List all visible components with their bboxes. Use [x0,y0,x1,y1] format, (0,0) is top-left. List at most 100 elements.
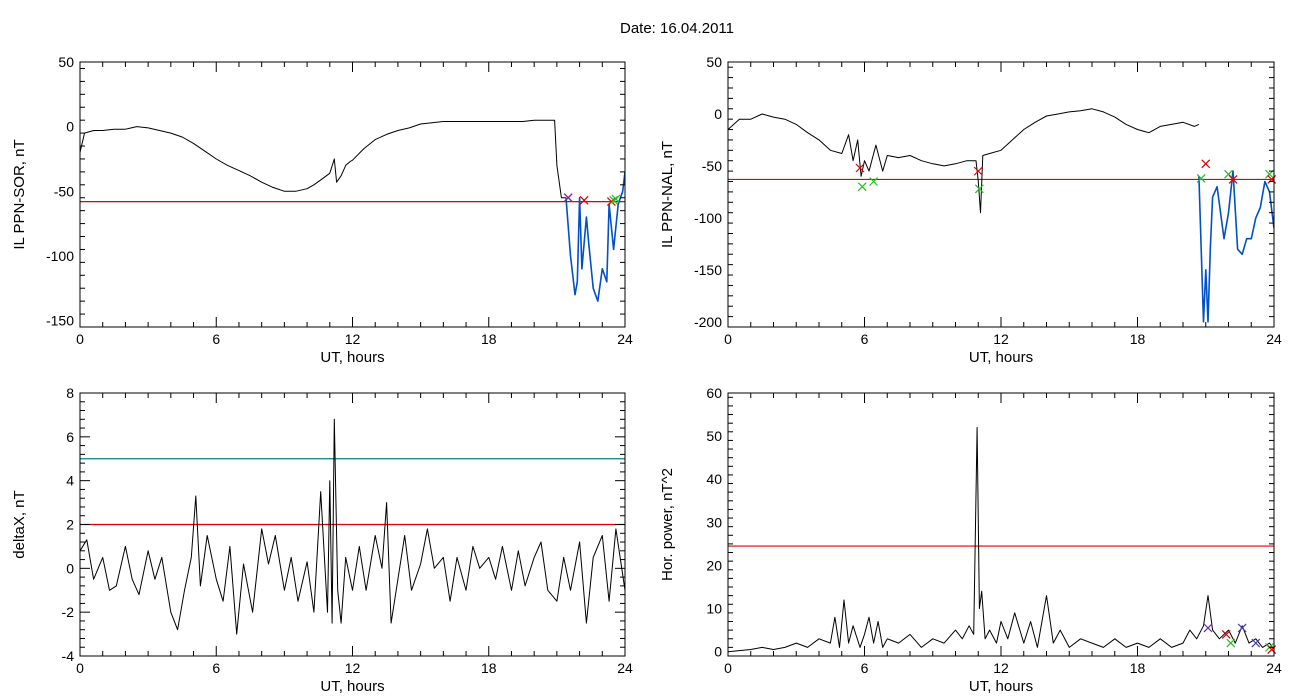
series-line-0 [728,108,1200,214]
y-tick-label: -4 [62,648,75,664]
y-tick-label: 50 [706,428,722,444]
y-tick-label: 50 [706,54,722,70]
y-axis-label: IL PPN-NAL, nT [659,141,676,248]
x-marker-3 [606,197,616,207]
x-tick-label: 24 [617,660,633,676]
y-tick-label: 0 [66,119,74,135]
x-marker-3 [1237,623,1247,633]
x-tick-label: 12 [345,331,361,347]
chart-p4: 0 6 12 18 24 0 10 20 30 40 50 60 UT, hours Hor. power… [659,385,1282,695]
y-tick-label: 50 [58,54,74,70]
x-tick-label: 24 [1266,660,1282,676]
series-line-1 [1198,170,1274,323]
x-marker-stroke [563,193,573,203]
series-line-0 [728,427,1274,653]
x-marker-stroke [1203,623,1213,633]
y-tick-label: -50 [54,183,74,199]
plot-frame [727,61,1275,328]
x-marker-stroke [1196,173,1206,183]
x-marker-4 [1251,638,1261,648]
x-axis-label: UT, hours [969,349,1033,366]
y-tick-label: 0 [714,106,722,122]
chart-p1: 0 6 12 18 24 -150 -100 -50 0 50 UT, hours IL PPN-SO… [11,54,633,366]
x-marker-5 [611,194,621,204]
x-tick-label: 12 [993,331,1009,347]
x-marker-5 [1196,173,1206,183]
x-tick-label: 6 [212,660,220,676]
x-marker-1 [1221,630,1231,639]
x-marker-3 [973,166,983,176]
y-tick-label: -100 [694,210,722,226]
x-tick-label: 6 [861,660,869,676]
x-marker-stroke [606,197,616,207]
x-tick-label: 6 [212,331,220,347]
x-marker-8 [1228,175,1238,184]
y-axis-label: deltaX, nT [11,490,28,558]
chart-p2: 0 6 12 18 24 -200 -150 -100 -50 0 50 UT, hours IL PP… [659,54,1282,366]
plot-frame [727,392,1275,657]
x-marker-stroke [1226,638,1236,648]
x-marker-2 [579,195,589,205]
x-marker-1 [857,182,867,192]
x-tick-label: 0 [76,331,84,347]
x-marker-stroke [1221,630,1231,639]
x-tick-label: 18 [481,331,497,347]
x-tick-label: 24 [1266,331,1282,347]
series-line-0 [80,418,625,635]
y-tick-label: 10 [706,601,722,617]
x-tick-label: 6 [861,331,869,347]
x-marker-stroke [974,184,984,194]
y-tick-label: 2 [66,517,74,533]
y-axis-label: Hor. power, nT^2 [659,468,676,581]
x-marker-stroke [609,195,619,205]
x-marker-stroke [1237,623,1247,633]
x-tick-label: 18 [481,660,497,676]
x-marker-0 [855,163,865,173]
x-axis-label: UT, hours [969,678,1033,695]
x-marker-stroke [973,166,983,176]
x-marker-stroke [857,182,867,192]
x-tick-label: 18 [1130,660,1146,676]
x-tick-label: 12 [345,660,361,676]
x-marker-stroke [869,177,879,186]
x-marker-4 [974,184,984,194]
x-marker-4 [609,195,619,205]
y-tick-label: 0 [66,560,74,576]
y-tick-label: -2 [62,604,75,620]
y-tick-label: 30 [706,514,722,530]
y-tick-label: -50 [702,158,722,174]
x-axis-label: UT, hours [320,678,384,695]
x-tick-label: 0 [724,331,732,347]
y-tick-label: 20 [706,557,722,573]
x-marker-stroke [855,163,865,173]
y-tick-label: 0 [714,644,722,660]
y-tick-label: 40 [706,471,722,487]
series-line-1 [565,171,625,302]
y-tick-label: -100 [46,248,74,264]
y-tick-label: 6 [66,429,74,445]
y-tick-label: -200 [694,314,722,330]
x-marker-2 [869,177,879,186]
x-tick-label: 12 [993,660,1009,676]
x-axis-label: UT, hours [320,349,384,366]
y-tick-label: 60 [706,385,722,401]
y-axis-label: IL PPN-SOR, nT [11,139,28,249]
x-marker-stroke [1201,159,1211,169]
x-marker-0 [1203,623,1213,633]
y-tick-label: -150 [694,262,722,278]
x-marker-stroke [611,194,621,204]
series-line-0 [80,119,566,199]
x-tick-label: 0 [76,660,84,676]
x-marker-1 [563,193,573,203]
x-marker-stroke [1228,175,1238,184]
y-tick-label: 4 [66,473,74,489]
x-marker-stroke [1251,638,1261,648]
date-title: Date: 16.04.2011 [620,20,734,37]
x-tick-label: 0 [724,660,732,676]
x-marker-stroke [1224,169,1233,179]
x-tick-label: 18 [1130,331,1146,347]
plot-frame [79,61,626,328]
